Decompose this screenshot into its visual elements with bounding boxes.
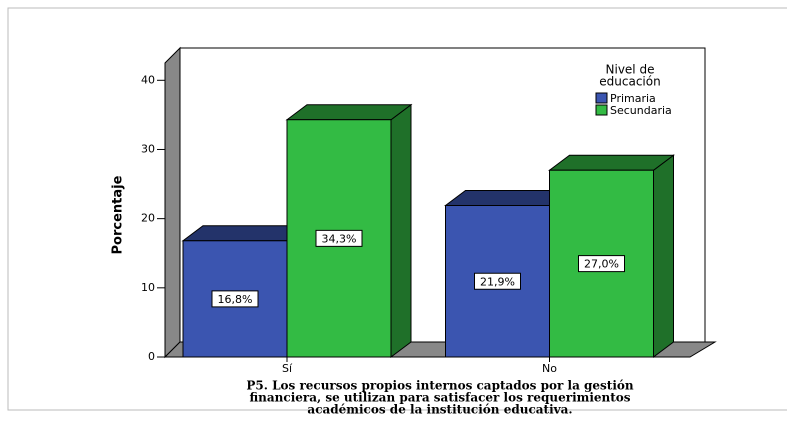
y-tick-label: 40 bbox=[141, 73, 155, 86]
x-axis-label: P5. Los recursos propios internos captad… bbox=[246, 379, 634, 393]
bar-top bbox=[285, 104, 413, 121]
legend-title: Nivel de bbox=[606, 63, 655, 77]
bar-top bbox=[548, 154, 675, 171]
y-tick-label: 30 bbox=[141, 142, 155, 155]
bar-side bbox=[390, 103, 412, 358]
value-label-box bbox=[211, 290, 259, 308]
x-tick-label: Sí bbox=[282, 362, 293, 375]
legend-title: educación bbox=[599, 75, 660, 89]
y-tick-label: 10 bbox=[141, 281, 155, 294]
x-axis-label: académicos de la institución educativa. bbox=[307, 403, 572, 417]
side-wall bbox=[164, 46, 181, 359]
value-label-box bbox=[474, 272, 521, 290]
y-axis-label: Porcentaje bbox=[111, 175, 126, 254]
bar-side bbox=[653, 154, 674, 358]
value-label: 21,9% bbox=[480, 275, 515, 288]
x-axis-label: financiera, se utilizan para satisfacer … bbox=[249, 391, 630, 405]
value-label: 34,3% bbox=[322, 232, 357, 245]
legend-swatch bbox=[595, 92, 608, 104]
legend-label: Secundaria bbox=[610, 104, 672, 117]
value-label-box bbox=[578, 255, 625, 273]
y-tick-label: 20 bbox=[141, 212, 155, 225]
y-tick-label: 0 bbox=[148, 350, 155, 363]
value-label: 16,8% bbox=[218, 293, 253, 306]
value-label-box bbox=[315, 229, 363, 247]
legend-swatch bbox=[595, 104, 608, 116]
value-label: 27,0% bbox=[584, 258, 619, 271]
x-tick-label: No bbox=[542, 362, 557, 375]
legend-label: Primaria bbox=[610, 92, 656, 105]
